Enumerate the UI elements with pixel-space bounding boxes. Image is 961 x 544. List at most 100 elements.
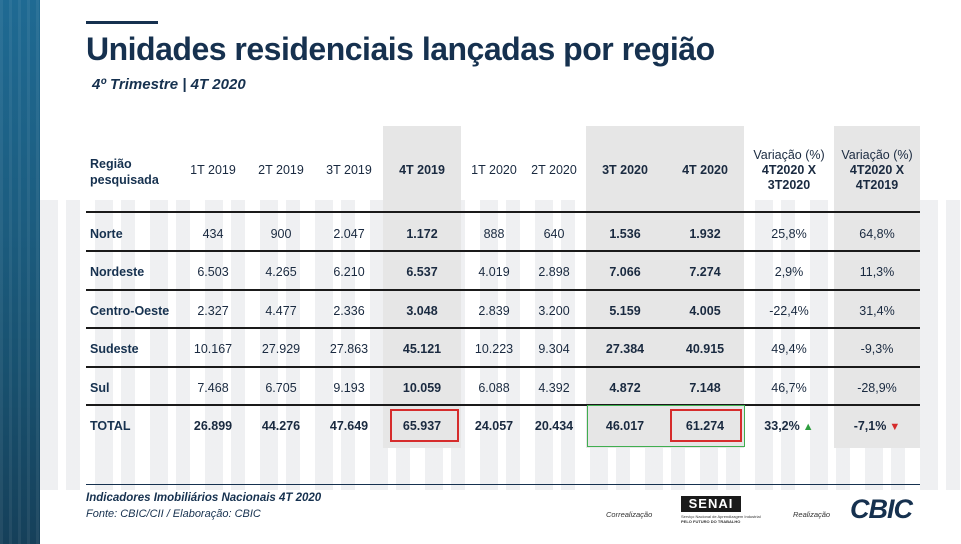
column-header: 1T 2020 xyxy=(471,163,517,177)
total-cell: 26.899 xyxy=(193,419,233,433)
column-header: 4T 2020 xyxy=(682,163,728,177)
highlight-box-4t2020-total xyxy=(670,409,742,442)
senai-slogan: PELO FUTURO DO TRABALHO xyxy=(681,519,741,524)
header-separator xyxy=(86,211,920,213)
column-shade-var2 xyxy=(834,126,920,448)
row-separator xyxy=(86,327,920,329)
table-cell: 434 xyxy=(202,227,224,241)
footer-publication: Indicadores Imobiliários Nacionais 4T 20… xyxy=(86,492,322,504)
row-region-label: Centro-Oeste xyxy=(90,304,170,318)
table-cell: 2.336 xyxy=(333,304,365,318)
region-header: Região pesquisada xyxy=(90,157,159,187)
total-cell: 24.057 xyxy=(474,419,514,433)
total-cell: 61.274 xyxy=(685,419,725,433)
column-header: 1T 2019 xyxy=(190,163,236,177)
table-cell: 6.503 xyxy=(197,265,229,279)
row-separator xyxy=(86,366,920,368)
column-header: 2T 2020 xyxy=(531,163,577,177)
total-var1-cell: 33,2% ▲ xyxy=(749,419,829,433)
row-region-label: Sul xyxy=(90,381,110,395)
table-cell: 900 xyxy=(270,227,292,241)
var2-cell: 31,4% xyxy=(859,304,895,318)
column-header: 4T 2019 xyxy=(399,163,445,177)
table-cell: 4.477 xyxy=(265,304,297,318)
total-cell: 47.649 xyxy=(329,419,369,433)
var1-header: Variação (%) 4T2020 X 3T2020 xyxy=(753,148,825,192)
background-skyline xyxy=(40,200,961,490)
senai-tagline: Serviço Nacional de Aprendizagem Industr… xyxy=(681,514,761,519)
left-decorative-band xyxy=(0,0,40,544)
column-header: 3T 2019 xyxy=(326,163,372,177)
table-cell: 7.468 xyxy=(197,381,229,395)
table-cell: 7.066 xyxy=(609,265,641,279)
row-separator xyxy=(86,289,920,291)
row-separator xyxy=(86,250,920,252)
column-header: 3T 2020 xyxy=(602,163,648,177)
var2-header: Variação (%) 4T2020 X 4T2019 xyxy=(841,148,913,192)
table-cell: 888 xyxy=(483,227,505,241)
column-shade-4t2019 xyxy=(383,126,461,448)
var1-cell: 46,7% xyxy=(771,381,807,395)
table-cell: 640 xyxy=(543,227,565,241)
footer-separator xyxy=(86,484,920,485)
table-cell: 10.223 xyxy=(474,342,514,356)
table-cell: 5.159 xyxy=(609,304,641,318)
title-accent-line xyxy=(86,21,158,24)
table-cell: 2.327 xyxy=(197,304,229,318)
table-cell: 2.047 xyxy=(333,227,365,241)
page-title: Unidades residenciais lançadas por regiã… xyxy=(86,31,715,67)
total-var2-cell: -7,1% ▼ xyxy=(837,419,917,433)
var1-cell: 49,4% xyxy=(771,342,807,356)
table-cell: 6.088 xyxy=(478,381,510,395)
column-header: 2T 2019 xyxy=(258,163,304,177)
table-cell: 7.148 xyxy=(689,381,721,395)
row-separator xyxy=(86,404,920,406)
row-region-label: Nordeste xyxy=(90,265,145,279)
cbic-logo: CBIC xyxy=(850,494,913,524)
total-cell: 20.434 xyxy=(534,419,574,433)
total-label: TOTAL xyxy=(90,419,131,433)
table-cell: 10.059 xyxy=(402,381,442,395)
table-cell: 2.839 xyxy=(478,304,510,318)
var2-cell: 64,8% xyxy=(859,227,895,241)
var2-cell: 11,3% xyxy=(859,265,895,279)
table-cell: 27.929 xyxy=(261,342,301,356)
table-cell: 10.167 xyxy=(193,342,233,356)
table-cell: 40.915 xyxy=(685,342,725,356)
table-cell: 2.898 xyxy=(538,265,570,279)
table-cell: 4.265 xyxy=(265,265,297,279)
table-cell: 3.048 xyxy=(406,304,438,318)
var1-cell: 25,8% xyxy=(771,227,807,241)
row-region-label: Sudeste xyxy=(90,342,139,356)
table-cell: 6.705 xyxy=(265,381,297,395)
table-cell: 4.392 xyxy=(538,381,570,395)
table-cell: 3.200 xyxy=(538,304,570,318)
highlight-box-green-2020 xyxy=(587,405,745,447)
table-cell: 1.172 xyxy=(406,227,438,241)
highlight-box-4t2019-total xyxy=(390,409,459,442)
triangle-up-icon: ▲ xyxy=(799,421,814,433)
table-cell: 4.019 xyxy=(478,265,510,279)
total-var2-value: -7,1% xyxy=(853,419,887,433)
correalizacao-label: Correalização xyxy=(606,510,653,519)
footer-source: Fonte: CBIC/CII / Elaboração: CBIC xyxy=(86,508,261,520)
table-cell: 45.121 xyxy=(402,342,442,356)
var1-cell: 2,9% xyxy=(774,265,804,279)
table-cell: 1.536 xyxy=(609,227,641,241)
table-cell: 4.872 xyxy=(609,381,641,395)
column-shade-3t4t2020 xyxy=(586,126,744,448)
var2-cell: -9,3% xyxy=(860,342,894,356)
row-region-label: Norte xyxy=(90,227,123,241)
page-subtitle: 4º Trimestre | 4T 2020 xyxy=(92,76,246,93)
realizacao-label: Realização xyxy=(793,510,831,519)
table-cell: 27.384 xyxy=(605,342,645,356)
table-cell: 6.537 xyxy=(406,265,438,279)
senai-logo-text: SENAI xyxy=(681,496,741,512)
triangle-down-icon: ▼ xyxy=(886,421,901,433)
table-cell: 9.193 xyxy=(333,381,365,395)
total-var1-value: 33,2% xyxy=(764,419,800,433)
table-cell: 7.274 xyxy=(689,265,721,279)
var1-cell: -22,4% xyxy=(769,304,809,318)
total-cell: 46.017 xyxy=(605,419,645,433)
var2-cell: -28,9% xyxy=(857,381,897,395)
